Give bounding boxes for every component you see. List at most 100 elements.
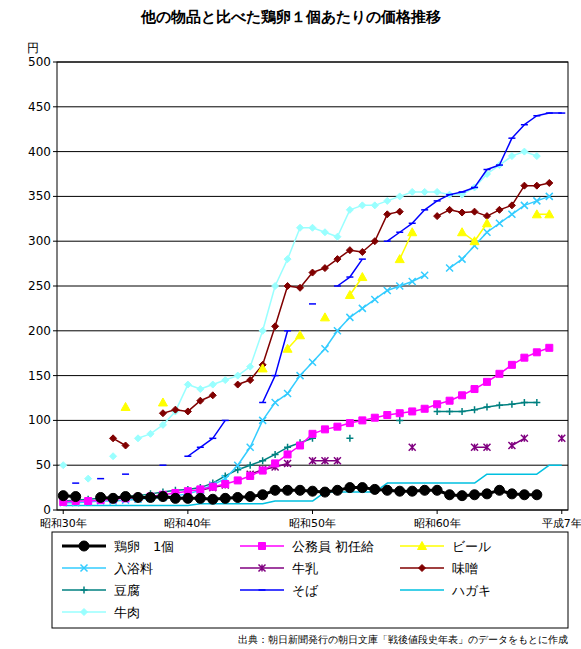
series-marker [384,240,391,242]
series-marker [96,492,106,502]
series-marker [384,287,391,294]
series-marker [247,462,254,469]
title: 他の物品と比べた鶏卵１個あたりの価格推移 [140,8,441,26]
series-marker [396,193,403,200]
series-marker [370,484,380,494]
series-marker [533,349,540,356]
series-marker [471,187,478,189]
y-tick-label: 0 [43,503,51,517]
series-marker [508,442,515,449]
series-marker [371,202,378,209]
series-marker [332,485,342,495]
series-marker [258,364,267,372]
legend-label: ハガキ [451,583,491,598]
series-marker [471,386,478,393]
series-marker [197,486,204,493]
series-marker [247,363,254,370]
y-tick-label: 200 [28,324,51,338]
series-marker [172,406,179,413]
series-marker [346,314,353,321]
series-marker [133,492,143,502]
series-marker [272,460,279,467]
x-tick [187,510,188,514]
y-axis-label: 円 [27,41,39,55]
series-marker [308,486,318,496]
series-marker [508,401,515,408]
series-marker [259,327,266,334]
series-marker [270,485,280,495]
series-marker [521,435,528,442]
series-marker [284,444,291,451]
y-tick-label: 50 [36,458,51,472]
series-marker [457,491,467,501]
y-tick [53,420,57,421]
series-marker [296,331,305,339]
series-marker [345,483,355,493]
y-tick [53,196,57,197]
series-marker [359,248,366,255]
series-marker [546,179,553,186]
series-marker [209,484,216,491]
series-marker [195,493,205,503]
series-marker [309,303,316,305]
series-marker [434,408,441,415]
series-marker [446,194,453,196]
series-marker [532,210,541,218]
series-marker [382,485,392,495]
series-marker [197,487,204,494]
series-marker [309,269,316,276]
series-marker [508,211,515,218]
series-marker [546,344,553,351]
series-marker [470,490,480,500]
series-marker [508,202,515,209]
series-marker [334,285,341,287]
series-marker [222,420,229,422]
series-marker [309,359,316,366]
y-tick-label: 250 [28,279,51,293]
series-marker [521,354,528,361]
series-marker [309,430,316,437]
series-marker [184,381,191,388]
series-marker [359,258,366,260]
x-tick [63,510,64,514]
series-marker [247,444,254,451]
series-marker [359,417,366,424]
series-marker [234,462,241,469]
series-marker [483,444,490,451]
series-marker [259,466,266,473]
legend-marker [418,542,427,550]
chart: 他の物品と比べた鶏卵１個あたりの価格推移円0501001502002503003… [0,0,581,649]
legend-marker [81,565,88,572]
series-marker [85,498,92,505]
series-marker [533,197,540,204]
y-tick-label: 400 [28,145,51,159]
y-tick [53,286,57,287]
series-marker [482,219,491,227]
series-marker [508,361,515,368]
series-marker [321,457,328,464]
y-tick [53,465,57,466]
series-marker [259,457,266,464]
series-marker [297,372,304,379]
series-marker [283,344,292,352]
series-marker [459,191,466,198]
series-marker [346,420,353,427]
series-marker [483,169,490,171]
series-marker [396,283,403,290]
series-marker [58,491,68,501]
series-marker [496,220,503,227]
series-marker [334,233,341,240]
legend-marker [79,541,89,551]
series-line [288,214,550,348]
legend-label: 入浴料 [114,561,153,576]
series-marker [222,377,229,384]
grid-line [57,465,568,466]
legend-marker [81,609,88,616]
series-marker [409,278,416,285]
y-tick-label: 300 [28,234,51,248]
series-marker [434,213,441,220]
series-marker [432,485,442,495]
series-marker [284,460,291,467]
series-marker [197,386,204,393]
series-marker [407,486,417,496]
